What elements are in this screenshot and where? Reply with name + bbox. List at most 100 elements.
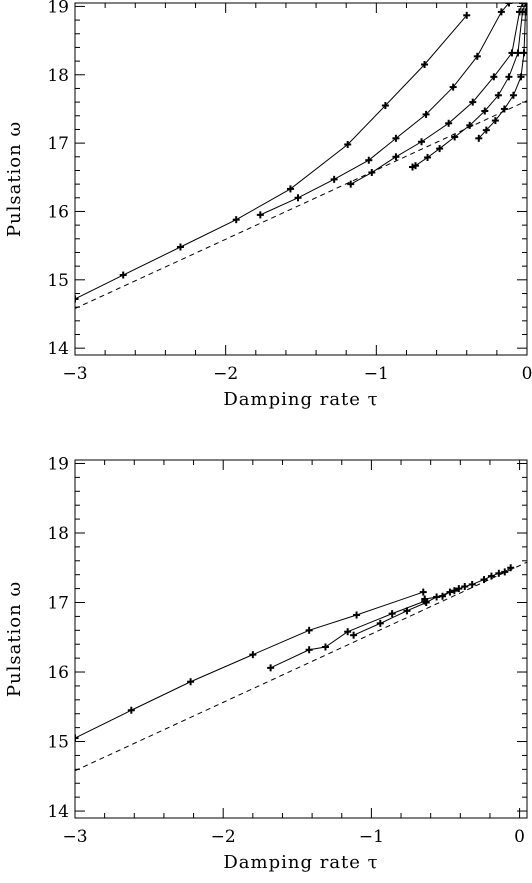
data-point — [449, 83, 457, 91]
data-point — [119, 271, 127, 279]
data-point — [75, 734, 79, 742]
data-point — [344, 628, 352, 636]
y-tick-label: 17 — [47, 594, 69, 614]
data-point — [508, 49, 516, 57]
data-point — [422, 110, 430, 118]
data-point — [419, 588, 427, 596]
data-point — [365, 156, 373, 164]
y-tick-label: 19 — [47, 454, 69, 474]
data-point — [463, 11, 471, 19]
chart-panel-top: −3 −2 −1 0 14 15 16 17 18 19 Damping rate τ Pulsati… — [4, 0, 532, 410]
data-point — [451, 133, 459, 141]
x-tick-label: 0 — [514, 827, 525, 847]
y-tick-label: 14 — [47, 339, 69, 359]
data-point — [392, 134, 400, 142]
data-point — [475, 134, 483, 142]
series-line-0 — [75, 591, 424, 739]
data-point — [494, 91, 502, 99]
y-tick-label: 15 — [47, 733, 69, 753]
data-point — [505, 73, 513, 81]
series-line-2 — [353, 567, 511, 636]
data-point — [294, 194, 302, 202]
x-axis-label: Damping rate τ — [223, 389, 378, 410]
y-axis-label: Pulsation ω — [4, 121, 25, 237]
x-tick-label: −3 — [62, 827, 87, 847]
series-line-3 — [424, 588, 460, 600]
data-point — [469, 98, 477, 106]
data-point — [445, 119, 453, 127]
data-point — [321, 643, 329, 651]
data-point — [521, 8, 527, 16]
data-point — [501, 568, 509, 576]
data-point — [455, 585, 463, 593]
y-tick-label: 19 — [47, 0, 69, 17]
series-group — [75, 3, 527, 309]
data-point — [330, 175, 338, 183]
data-point — [509, 91, 517, 99]
data-point — [421, 61, 429, 69]
data-point — [518, 3, 526, 7]
data-point — [381, 102, 389, 110]
plot-frame — [74, 2, 528, 356]
data-point — [468, 580, 476, 588]
series-line-3 — [412, 3, 526, 168]
x-tick-label: −3 — [62, 364, 87, 384]
data-point — [481, 107, 489, 115]
data-point — [517, 73, 525, 81]
data-point — [473, 52, 481, 60]
data-point — [482, 126, 490, 134]
data-point — [521, 3, 527, 7]
data-point — [305, 626, 313, 634]
data-point — [286, 185, 294, 193]
data-point — [176, 243, 184, 251]
y-tick-label: 18 — [47, 524, 69, 544]
data-point — [353, 611, 361, 619]
y-tick-label: 16 — [47, 202, 69, 222]
x-tick-label: −2 — [211, 827, 236, 847]
data-point — [439, 592, 447, 600]
series-line-1 — [270, 600, 425, 669]
y-tick-label: 17 — [47, 134, 69, 154]
data-point — [305, 646, 313, 654]
data-point — [495, 569, 503, 577]
x-axis-label: Damping rate τ — [223, 852, 378, 873]
data-point — [490, 73, 498, 81]
data-point — [487, 572, 495, 580]
dashed-reference-line-4 — [75, 561, 527, 772]
data-point — [347, 180, 355, 188]
series-line-4 — [478, 3, 527, 139]
data-point — [75, 295, 79, 303]
data-point — [249, 651, 257, 659]
data-point — [350, 631, 358, 639]
y-tick-label: 14 — [47, 802, 69, 822]
series-line-0 — [75, 14, 468, 300]
plot-frame — [74, 459, 528, 819]
data-point — [392, 153, 400, 161]
data-point — [461, 583, 469, 591]
series-line-2 — [350, 3, 523, 185]
series-line-1 — [260, 3, 510, 216]
data-point — [388, 610, 396, 618]
x-tick-label: −1 — [364, 364, 389, 384]
data-point — [466, 121, 474, 129]
y-tick-label: 18 — [47, 66, 69, 86]
y-tick-label: 15 — [47, 271, 69, 291]
data-point — [376, 619, 384, 627]
x-tick-label: 0 — [522, 364, 532, 384]
data-point — [187, 678, 195, 686]
data-point — [403, 607, 411, 615]
data-point — [520, 49, 527, 57]
data-point — [505, 3, 513, 7]
data-point — [446, 588, 454, 596]
x-tick-label: −1 — [359, 827, 384, 847]
data-point — [436, 145, 444, 153]
data-point — [256, 211, 264, 219]
data-point — [267, 664, 275, 672]
data-point — [424, 153, 432, 161]
data-point — [344, 140, 352, 148]
data-point — [497, 8, 505, 16]
data-point — [232, 216, 240, 224]
data-point — [418, 138, 426, 146]
chart-panel-bottom: −3 −2 −1 0 14 15 16 17 18 19 Damping rate τ Pulsati… — [4, 454, 528, 873]
